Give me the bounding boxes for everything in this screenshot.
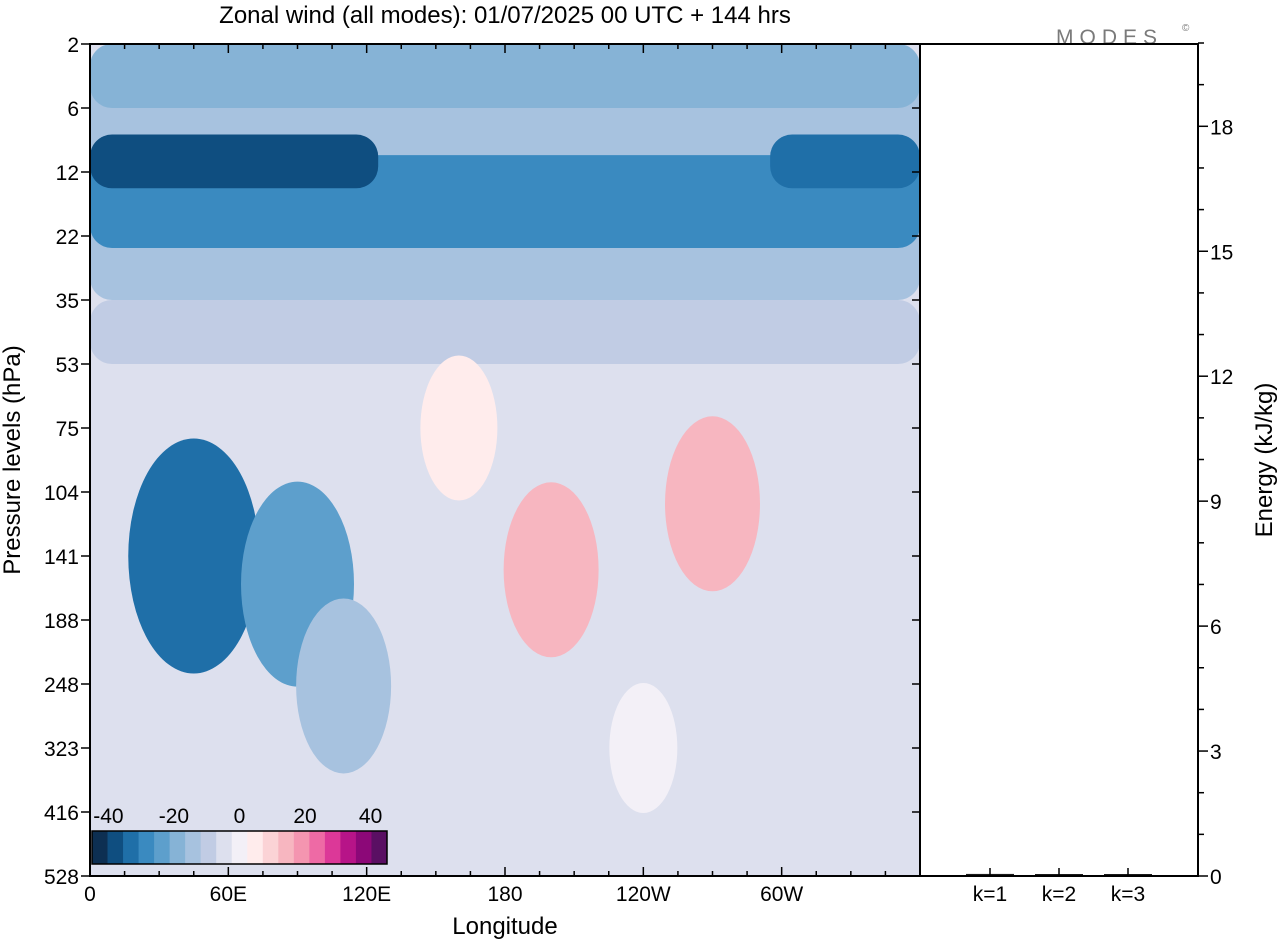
x-axis-title: Longitude <box>452 913 557 940</box>
heatmap-band-4 <box>90 44 920 108</box>
y-tick-label: 323 <box>44 738 79 761</box>
colorbar-label: 40 <box>359 805 382 828</box>
colorbar-swatch-1 <box>107 831 124 864</box>
modes-logo: MODES © <box>1056 23 1190 49</box>
colorbar-swatch-3 <box>138 831 155 864</box>
energy-tick-label: 0 <box>1210 866 1222 889</box>
x-tick-label: 180 <box>487 883 522 906</box>
colorbar-swatch-14 <box>309 831 326 864</box>
energy-tick-label: 6 <box>1210 616 1222 639</box>
y-tick-label: 35 <box>56 290 79 313</box>
energy-axis: k=1 k=2 k=3 0 3 6 9 12 15 18 <box>973 42 1233 906</box>
colorbar-label: 0 <box>234 805 246 828</box>
logo-mark: © <box>1182 23 1190 34</box>
x-tick-label: 60W <box>760 883 803 906</box>
colorbar-swatch-4 <box>154 831 171 864</box>
colorbar-label: -20 <box>159 805 189 828</box>
energy-tick-label: 18 <box>1210 116 1233 139</box>
y-tick-label: 6 <box>67 98 79 121</box>
energy-category-label: k=1 <box>973 883 1007 906</box>
y-tick-label: 528 <box>44 866 79 889</box>
y-tick-label: 2 <box>67 34 79 57</box>
energy-category-label: k=2 <box>1042 883 1076 906</box>
energy-tick-label: 12 <box>1210 366 1233 389</box>
y-axis-title: Pressure levels (hPa) <box>0 345 26 574</box>
colorbar-swatch-13 <box>293 831 310 864</box>
energy-category-label: k=3 <box>1111 883 1145 906</box>
colorbar-swatch-10 <box>247 831 264 864</box>
y-axis: 2 6 12 22 35 53 75 104 141 188 248 323 416 528 <box>44 34 920 889</box>
colorbar-swatch-9 <box>231 831 248 864</box>
colorbar-label: 20 <box>293 805 316 828</box>
heatmap-blob-11 <box>420 355 498 501</box>
x-tick-label: 120E <box>342 883 391 906</box>
y-tick-label: 53 <box>56 354 79 377</box>
colorbar-swatch-15 <box>324 831 341 864</box>
x-tick-label: 120W <box>616 883 671 906</box>
colorbar: -40 -20 0 20 40 <box>91 805 388 865</box>
y-tick-label: 416 <box>44 802 79 825</box>
heatmap-blob-12 <box>609 683 678 813</box>
colorbar-swatch-6 <box>185 831 202 864</box>
y-tick-label: 12 <box>56 162 79 185</box>
energy-frame <box>919 43 1199 877</box>
energy-axis-title: Energy (kJ/kg) <box>1251 383 1278 538</box>
colorbar-swatch-8 <box>216 831 233 864</box>
heatmap-blob-8 <box>296 598 392 774</box>
colorbar-swatch-2 <box>123 831 140 864</box>
heatmap-band-5 <box>90 300 920 364</box>
colorbar-swatch-16 <box>340 831 357 864</box>
heatmap-blob-9 <box>503 482 599 658</box>
y-tick-label: 75 <box>56 418 79 441</box>
colorbar-swatch-18 <box>371 831 388 864</box>
logo-text: MODES <box>1056 26 1163 49</box>
wind-heatmap <box>90 44 920 876</box>
y-tick-label: 104 <box>44 482 79 505</box>
heatmap-blob-6 <box>128 438 260 674</box>
x-tick-label: 60E <box>210 883 247 906</box>
heatmap-band-2 <box>90 134 379 189</box>
energy-tick-label: 15 <box>1210 241 1233 264</box>
chart-title: Zonal wind (all modes): 01/07/2025 00 UT… <box>219 2 791 29</box>
colorbar-label: -40 <box>93 805 123 828</box>
y-tick-label: 141 <box>44 546 79 569</box>
x-tick-label: 0 <box>84 883 96 906</box>
energy-tick-label: 9 <box>1210 491 1222 514</box>
heatmap-blob-10 <box>665 416 760 592</box>
colorbar-frame <box>91 830 388 865</box>
colorbar-swatch-5 <box>169 831 186 864</box>
colorbar-swatch-17 <box>355 831 372 864</box>
y-tick-label: 248 <box>44 674 79 697</box>
heatmap-band-3 <box>770 134 920 189</box>
x-axis: 0 60E 120E 180 120W 60W <box>84 44 887 906</box>
colorbar-swatch-12 <box>278 831 295 864</box>
colorbar-swatch-7 <box>200 831 217 864</box>
energy-tick-label: 3 <box>1210 741 1222 764</box>
y-tick-label: 188 <box>44 610 79 633</box>
colorbar-swatch-11 <box>262 831 279 864</box>
colorbar-swatch-0 <box>92 831 109 864</box>
y-tick-label: 22 <box>56 226 79 249</box>
